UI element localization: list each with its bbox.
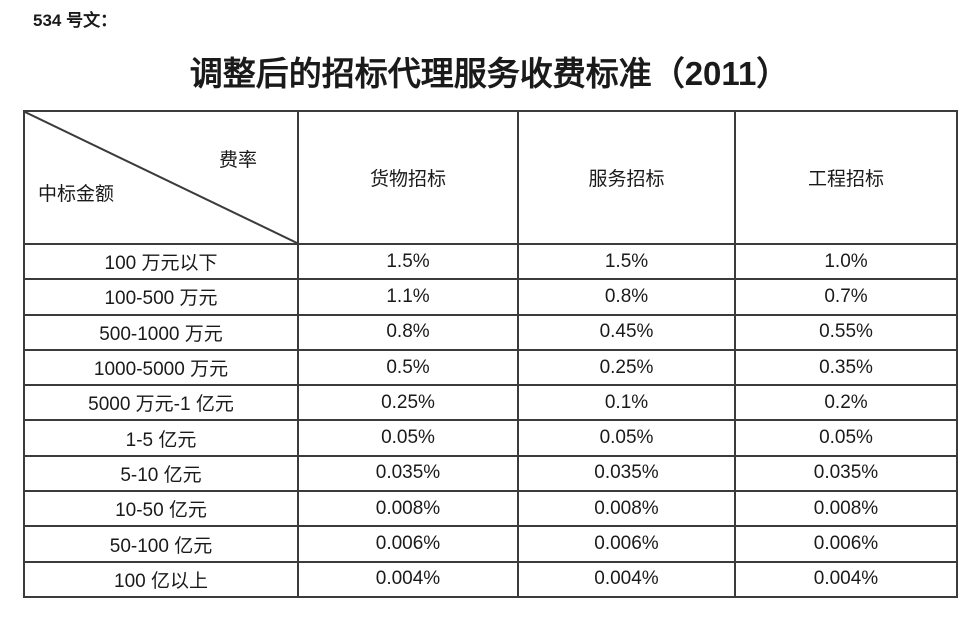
diagonal-line-icon — [25, 112, 297, 243]
column-header-goods: 货物招标 — [297, 110, 519, 245]
rate-cell: 0.006% — [297, 525, 519, 563]
bid-amount-cell: 5-10 亿元 — [23, 454, 299, 493]
corner-cell: 费率 中标金额 — [23, 110, 299, 245]
rate-cell: 0.006% — [517, 525, 736, 563]
bid-amount-cell: 1000-5000 万元 — [23, 348, 299, 387]
rate-cell: 0.7% — [734, 278, 958, 316]
rate-cell: 0.035% — [517, 454, 736, 493]
rate-cell: 0.05% — [517, 419, 736, 457]
rate-cell: 0.006% — [734, 525, 958, 563]
bid-amount-cell: 10-50 亿元 — [23, 490, 299, 528]
table-row: 50-100 亿元 0.006% 0.006% 0.006% — [23, 525, 958, 563]
rate-cell: 0.035% — [297, 454, 519, 493]
bid-amount-cell: 100-500 万元 — [23, 278, 299, 316]
bid-amount-cell: 100 亿以上 — [23, 560, 299, 599]
rate-cell: 0.004% — [734, 560, 958, 599]
table-row: 500-1000 万元 0.8% 0.45% 0.55% — [23, 313, 958, 351]
rate-cell: 0.035% — [734, 454, 958, 493]
rate-cell: 0.05% — [734, 419, 958, 457]
rate-cell: 0.004% — [297, 560, 519, 599]
bid-amount-cell: 1-5 亿元 — [23, 419, 299, 457]
bid-amount-cell: 500-1000 万元 — [23, 313, 299, 351]
corner-fee-rate-label: 费率 — [218, 150, 257, 171]
column-header-service: 服务招标 — [517, 110, 736, 245]
rate-cell: 0.45% — [517, 313, 736, 351]
rate-cell: 0.55% — [734, 313, 958, 351]
column-header-engineering: 工程招标 — [734, 110, 958, 245]
table-row: 100 万元以下 1.5% 1.5% 1.0% — [23, 242, 958, 281]
fee-table: 费率 中标金额 货物招标 服务招标 工程招标 100 万元以下 1.5% 1.5… — [23, 110, 958, 599]
rate-cell: 0.25% — [297, 384, 519, 422]
rate-cell: 1.0% — [734, 242, 958, 281]
rate-cell: 0.008% — [297, 490, 519, 528]
rate-cell: 0.25% — [517, 348, 736, 387]
table-row: 100 亿以上 0.004% 0.004% 0.004% — [23, 560, 958, 599]
table-row: 5-10 亿元 0.035% 0.035% 0.035% — [23, 454, 958, 493]
bid-amount-cell: 100 万元以下 — [23, 242, 299, 281]
rate-cell: 1.5% — [297, 242, 519, 281]
rate-cell: 0.2% — [734, 384, 958, 422]
rate-cell: 1.5% — [517, 242, 736, 281]
rate-cell: 0.8% — [297, 313, 519, 351]
bid-amount-cell: 50-100 亿元 — [23, 525, 299, 563]
table-row: 1000-5000 万元 0.5% 0.25% 0.35% — [23, 348, 958, 387]
corner-bid-amount-label: 中标金额 — [38, 184, 115, 205]
table-row: 1-5 亿元 0.05% 0.05% 0.05% — [23, 419, 958, 457]
rate-cell: 0.008% — [734, 490, 958, 528]
table-row: 5000 万元-1 亿元 0.25% 0.1% 0.2% — [23, 384, 958, 422]
rate-cell: 0.008% — [517, 490, 736, 528]
rate-cell: 0.35% — [734, 348, 958, 387]
header-row: 费率 中标金额 货物招标 服务招标 工程招标 — [23, 110, 958, 245]
rate-cell: 0.1% — [517, 384, 736, 422]
doc-number-label: 534 号文： — [33, 11, 118, 30]
rate-cell: 0.05% — [297, 419, 519, 457]
rate-cell: 0.004% — [517, 560, 736, 599]
table-row: 10-50 亿元 0.008% 0.008% 0.008% — [23, 490, 958, 528]
document-title: 调整后的招标代理服务收费标准（2011） — [189, 55, 790, 92]
bid-amount-cell: 5000 万元-1 亿元 — [23, 384, 299, 422]
rate-cell: 0.8% — [517, 278, 736, 316]
table-row: 100-500 万元 1.1% 0.8% 0.7% — [23, 278, 958, 316]
rate-cell: 0.5% — [297, 348, 519, 387]
rate-cell: 1.1% — [297, 278, 519, 316]
